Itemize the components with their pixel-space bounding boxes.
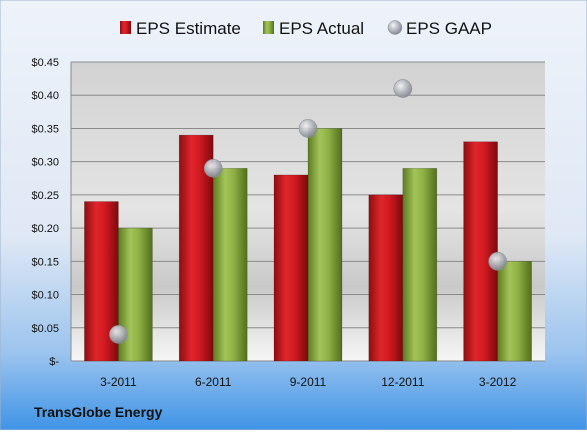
legend: EPS Estimate EPS Actual EPS GAAP — [120, 19, 492, 38]
actual-bar — [402, 168, 438, 362]
legend-swatch — [120, 21, 131, 34]
bars-group — [84, 128, 532, 362]
legend-swatch — [387, 20, 403, 35]
y-axis-tick-labels: $- $0.05 $0.10 $0.15 $0.20 $0.25 $0.30 $0.35 $0.… — [31, 57, 59, 368]
y-tick-label: $0.10 — [31, 290, 59, 302]
actual-bar — [307, 128, 343, 362]
x-tick-label: 3-2011 — [100, 375, 137, 389]
x-tick-label: 6-2011 — [195, 375, 232, 389]
y-tick-label: $0.45 — [31, 57, 59, 69]
estimate-bar — [463, 141, 498, 362]
legend-label: EPS Actual — [279, 19, 364, 38]
y-tick-label: $0.40 — [31, 90, 59, 102]
gaap-points-group — [109, 79, 507, 344]
legend-swatch — [263, 21, 274, 34]
x-tick-label: 9-2011 — [290, 375, 327, 389]
x-tick-label: 12-2011 — [381, 375, 424, 389]
legend-label: EPS Estimate — [136, 19, 241, 38]
legend-item-eps-gaap: EPS GAAP — [387, 19, 492, 38]
gaap-point — [488, 252, 507, 271]
y-tick-label: $0.25 — [31, 190, 59, 202]
y-tick-label: $0.15 — [31, 256, 59, 268]
gaap-point — [393, 79, 413, 98]
company-label: TransGlobe Energy — [34, 404, 163, 420]
y-tick-label: $0.35 — [31, 123, 59, 135]
legend-item-eps-actual: EPS Actual — [263, 19, 364, 38]
legend-item-eps-estimate: EPS Estimate — [120, 19, 241, 38]
y-tick-label: $0.30 — [31, 157, 59, 169]
y-tick-label: $0.05 — [31, 323, 59, 335]
actual-bar — [497, 261, 532, 362]
estimate-bar — [368, 194, 404, 362]
x-axis-tick-labels: 3-2011 6-2011 9-2011 12-2011 3-2012 — [100, 375, 516, 389]
y-tick-label: $0.20 — [31, 223, 59, 235]
estimate-bar — [273, 174, 309, 362]
legend-label: EPS GAAP — [406, 19, 492, 38]
gaap-point — [298, 119, 318, 138]
x-tick-label: 3-2012 — [479, 375, 517, 389]
actual-bar — [212, 168, 248, 362]
gaap-point — [109, 325, 128, 344]
gaap-point — [203, 159, 223, 178]
y-tick-label: $- — [49, 356, 59, 368]
